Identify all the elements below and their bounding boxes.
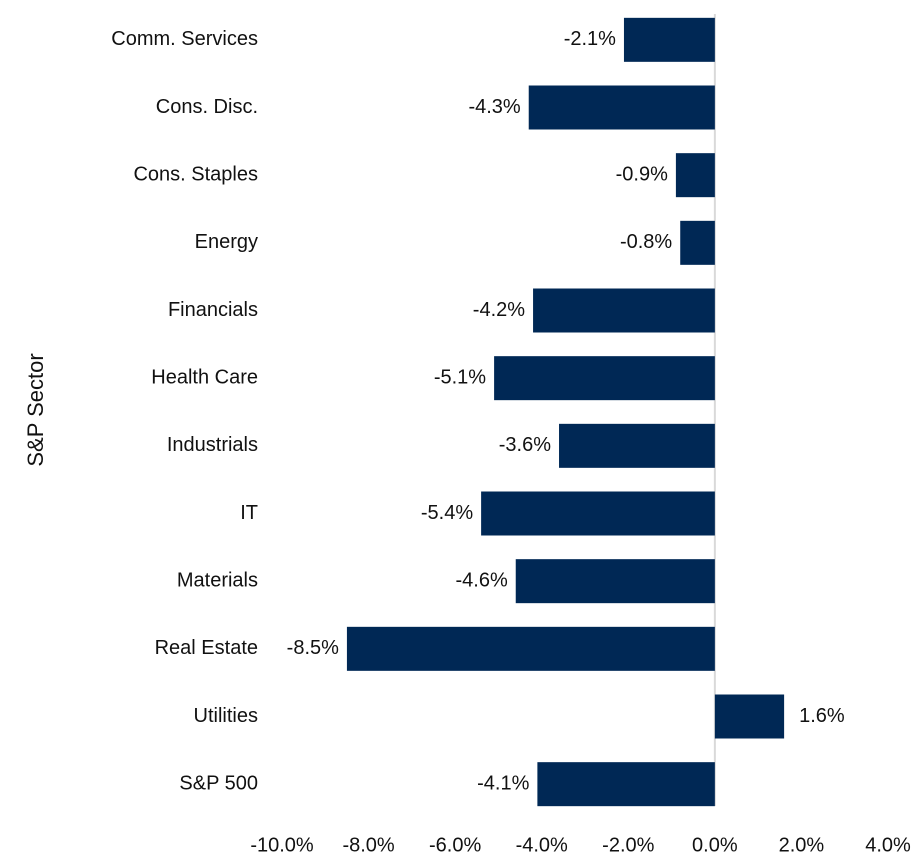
value-label: -4.6% xyxy=(455,569,507,591)
value-label: 1.6% xyxy=(799,705,845,727)
value-label: -5.1% xyxy=(434,366,486,388)
value-label: -3.6% xyxy=(499,434,551,456)
y-tick-label: Cons. Disc. xyxy=(156,96,258,118)
value-label: -0.8% xyxy=(620,231,672,253)
bar xyxy=(675,153,715,198)
bar xyxy=(346,626,715,671)
y-tick-label: Utilities xyxy=(194,705,258,727)
y-tick-label: IT xyxy=(240,502,258,524)
value-label: -4.2% xyxy=(473,299,525,321)
y-tick-label: Comm. Services xyxy=(111,28,258,50)
bar xyxy=(714,694,785,739)
x-tick-label: 0.0% xyxy=(692,834,738,856)
y-tick-label: Industrials xyxy=(167,434,258,456)
x-tick-label: -8.0% xyxy=(342,834,394,856)
value-label: -2.1% xyxy=(564,28,616,50)
bar xyxy=(680,220,715,265)
y-tick-label: Materials xyxy=(177,569,258,591)
x-tick-label: -10.0% xyxy=(250,834,314,856)
value-label: -0.9% xyxy=(616,163,668,185)
value-label: -4.1% xyxy=(477,772,529,794)
bar xyxy=(533,288,715,333)
y-tick-label: Energy xyxy=(195,231,258,253)
y-tick-label: S&P 500 xyxy=(179,772,258,794)
value-label: -5.4% xyxy=(421,502,473,524)
x-tick-label: -4.0% xyxy=(516,834,568,856)
bar xyxy=(623,17,715,62)
bar xyxy=(494,356,715,401)
bar xyxy=(537,762,715,807)
bar xyxy=(528,85,715,130)
bar xyxy=(481,491,715,536)
bar xyxy=(559,423,715,468)
value-label: -4.3% xyxy=(468,96,520,118)
y-tick-label: Health Care xyxy=(151,366,258,388)
x-tick-label: -6.0% xyxy=(429,834,481,856)
y-tick-label: Financials xyxy=(168,299,258,321)
bar xyxy=(515,559,715,604)
x-tick-label: 4.0% xyxy=(865,834,911,856)
value-label: -8.5% xyxy=(287,637,339,659)
y-axis-label: S&P Sector xyxy=(23,353,48,466)
x-tick-label: 2.0% xyxy=(779,834,825,856)
y-tick-label: Cons. Staples xyxy=(133,163,258,185)
y-tick-label: Real Estate xyxy=(155,637,258,659)
x-tick-label: -2.0% xyxy=(602,834,654,856)
